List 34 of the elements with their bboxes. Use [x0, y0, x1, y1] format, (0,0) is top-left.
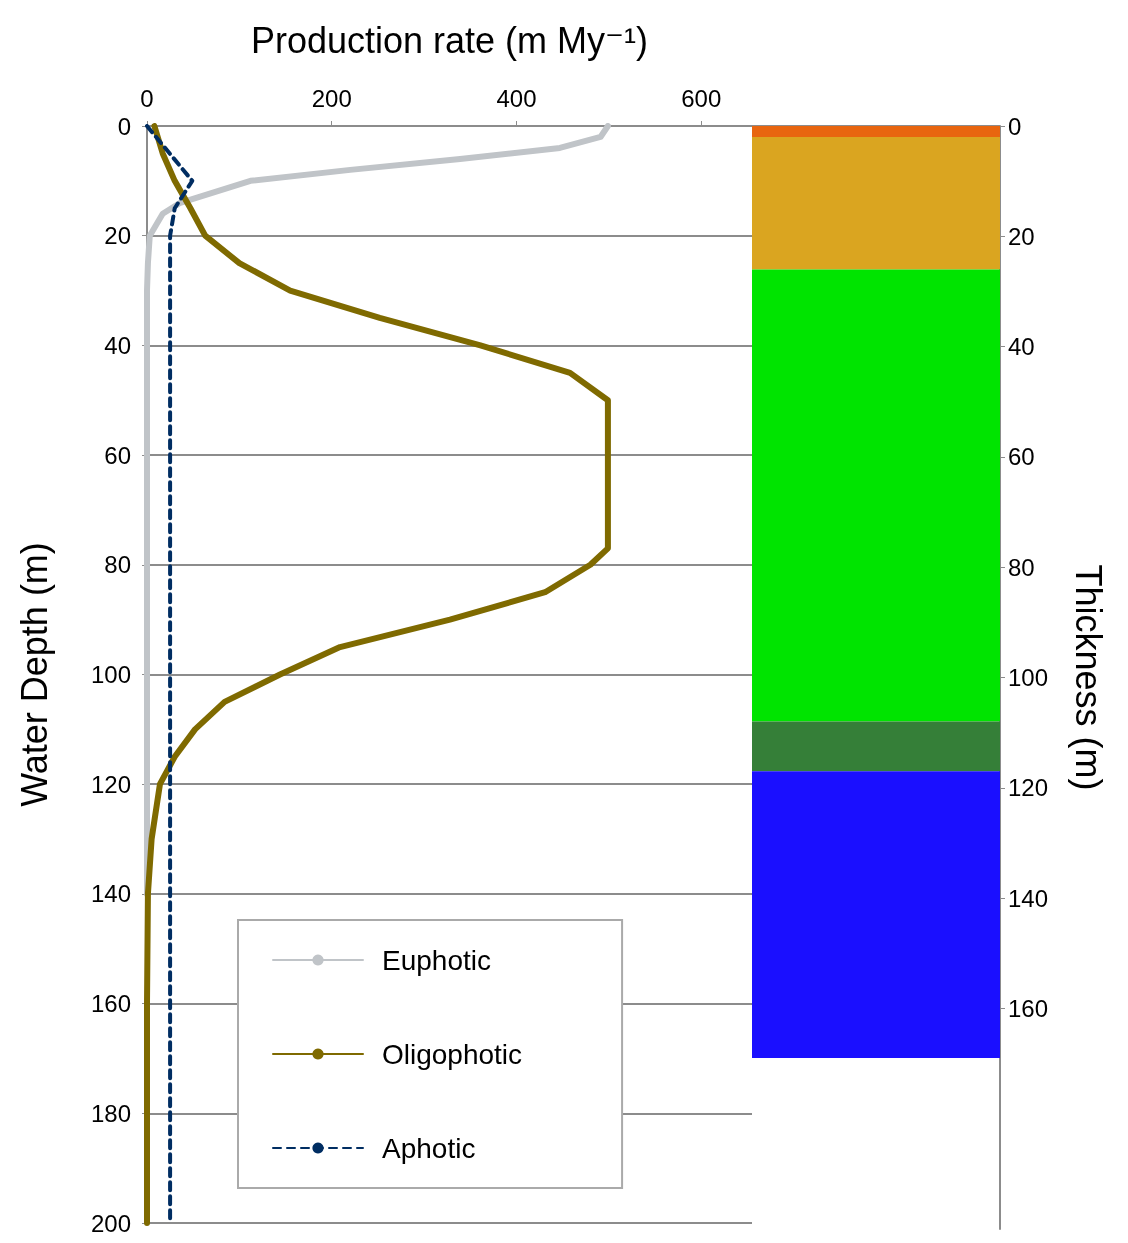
y-tick-label: 120 [90, 770, 131, 798]
y-tick-label: 160 [1008, 994, 1049, 1022]
x-tick-label: 200 [311, 84, 352, 112]
x-axis-title: Production rate (m My⁻¹) [250, 19, 649, 61]
y-tick-label: 20 [104, 222, 131, 250]
y-tick-label: 200 [90, 1209, 131, 1237]
y-tick-label: 40 [104, 331, 131, 359]
y-tick-label: 100 [90, 661, 131, 688]
bar [752, 721, 1000, 772]
x-tick-label: 0 [140, 84, 154, 112]
y-tick-label: 60 [104, 441, 131, 469]
x-tick-label: 400 [496, 84, 537, 112]
y-tick-label: 140 [1008, 884, 1049, 912]
y-tick-label: 140 [90, 880, 131, 908]
legend-label: Aphotic [382, 1132, 476, 1164]
y-tick-label: 20 [1008, 222, 1035, 250]
y-tick-label: 0 [1008, 112, 1022, 140]
y-tick-label: 100 [1008, 664, 1049, 691]
y2-axis-title: Thickness (m) [1067, 564, 1109, 791]
bar [752, 137, 1000, 270]
y-tick-label: 60 [1008, 443, 1035, 471]
y-tick-label: 80 [104, 551, 131, 579]
y-tick-label: 180 [90, 1099, 131, 1127]
y-tick-label: 120 [1008, 774, 1049, 802]
bar [752, 771, 1000, 1059]
y-tick-label: 40 [1008, 333, 1035, 361]
legend-label: Oligophotic [382, 1038, 523, 1070]
legend-label: Euphotic [382, 944, 491, 976]
x-tick-label: 600 [681, 84, 722, 112]
bar [752, 269, 1000, 722]
y-axis-title: Water Depth (m) [13, 542, 55, 807]
y-tick-label: 160 [90, 990, 131, 1018]
y-tick-label: 0 [117, 112, 131, 140]
y-tick-label: 80 [1008, 553, 1035, 581]
